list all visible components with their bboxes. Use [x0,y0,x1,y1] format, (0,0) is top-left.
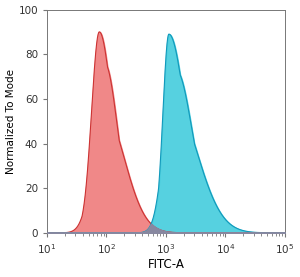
Y-axis label: Normalized To Mode: Normalized To Mode [6,69,16,174]
X-axis label: FITC-A: FITC-A [148,258,184,271]
